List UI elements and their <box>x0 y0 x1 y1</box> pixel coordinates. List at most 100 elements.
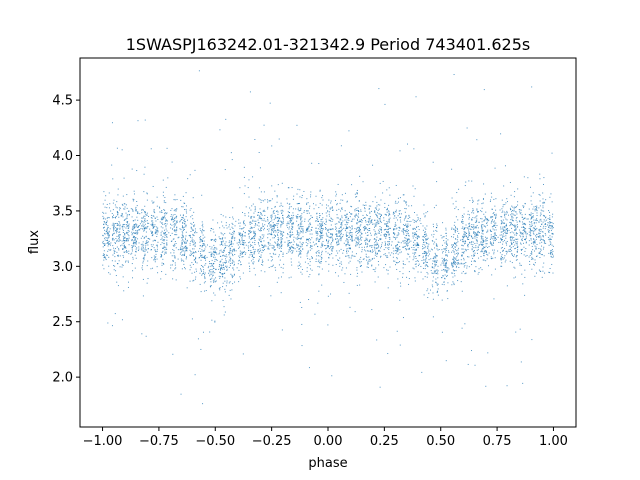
data-point <box>424 251 426 253</box>
data-point <box>124 203 126 205</box>
data-point <box>330 217 332 219</box>
data-point <box>530 200 532 202</box>
data-point <box>538 269 540 271</box>
data-point <box>457 253 459 255</box>
data-point <box>535 208 537 210</box>
data-point <box>433 243 435 245</box>
data-point <box>189 236 191 238</box>
data-point <box>211 264 213 266</box>
data-point <box>351 228 353 230</box>
data-point <box>263 234 265 236</box>
data-point <box>504 232 506 234</box>
data-point <box>457 280 459 282</box>
data-point <box>152 227 154 229</box>
data-point <box>113 224 115 226</box>
data-point <box>531 225 533 227</box>
data-point <box>249 207 251 209</box>
data-point <box>326 246 328 248</box>
data-point <box>519 221 521 223</box>
data-point <box>356 275 358 277</box>
data-point <box>369 216 371 218</box>
data-point <box>102 246 104 248</box>
data-point <box>271 198 273 200</box>
data-point <box>166 242 168 244</box>
data-point <box>427 211 429 213</box>
data-point <box>434 241 436 243</box>
data-point <box>244 215 246 217</box>
data-point <box>476 234 478 236</box>
data-point <box>116 232 118 234</box>
data-point <box>462 226 464 228</box>
data-point <box>131 250 133 252</box>
data-point <box>123 238 125 240</box>
data-point <box>388 252 390 254</box>
data-point <box>175 247 177 249</box>
data-point <box>180 252 182 253</box>
data-point <box>372 268 374 270</box>
data-point <box>394 215 396 217</box>
data-point <box>514 191 516 193</box>
data-point <box>299 241 301 243</box>
data-point <box>254 139 256 141</box>
data-point <box>511 237 513 239</box>
data-point <box>157 241 159 243</box>
data-point <box>112 238 114 240</box>
data-point <box>424 215 426 217</box>
data-point <box>299 215 301 217</box>
data-point <box>122 231 124 233</box>
data-point <box>310 194 312 196</box>
data-point <box>505 218 507 220</box>
data-point <box>542 198 544 200</box>
data-point <box>480 256 482 258</box>
data-point <box>506 244 508 246</box>
data-point <box>234 281 236 283</box>
data-point <box>216 259 218 261</box>
data-point <box>239 257 241 259</box>
data-point <box>490 199 492 201</box>
data-point <box>477 200 479 202</box>
data-point <box>308 219 310 221</box>
data-point <box>143 259 145 261</box>
data-point <box>321 250 323 252</box>
data-point <box>198 70 200 72</box>
data-point <box>375 240 377 242</box>
data-point <box>490 216 492 218</box>
data-point <box>203 256 205 258</box>
data-point <box>500 216 502 218</box>
data-point <box>176 222 178 224</box>
data-point <box>492 225 494 227</box>
data-point <box>406 229 408 231</box>
data-point <box>433 267 435 269</box>
data-point <box>456 242 458 244</box>
data-point <box>357 236 359 238</box>
data-point <box>432 258 434 260</box>
data-point <box>383 217 385 219</box>
data-point <box>310 268 312 270</box>
data-point <box>320 258 322 260</box>
data-point <box>377 276 379 278</box>
data-point <box>321 222 323 224</box>
data-point <box>358 213 359 215</box>
data-point <box>521 240 523 242</box>
data-point <box>222 237 224 239</box>
data-point <box>445 251 447 253</box>
data-point <box>481 249 483 251</box>
data-point <box>276 222 278 224</box>
data-point <box>276 224 278 226</box>
data-point <box>270 216 272 218</box>
data-point <box>208 261 210 263</box>
data-point <box>219 267 221 269</box>
data-point <box>280 202 282 204</box>
data-point <box>141 225 143 227</box>
data-point <box>471 260 473 262</box>
data-point <box>173 210 175 212</box>
data-point <box>486 224 488 226</box>
data-point <box>427 237 429 239</box>
data-point <box>183 228 185 230</box>
data-point <box>316 217 318 219</box>
data-point <box>233 237 235 239</box>
data-point <box>166 236 168 238</box>
data-point <box>516 241 518 243</box>
data-point <box>421 260 423 261</box>
data-point <box>224 233 226 235</box>
